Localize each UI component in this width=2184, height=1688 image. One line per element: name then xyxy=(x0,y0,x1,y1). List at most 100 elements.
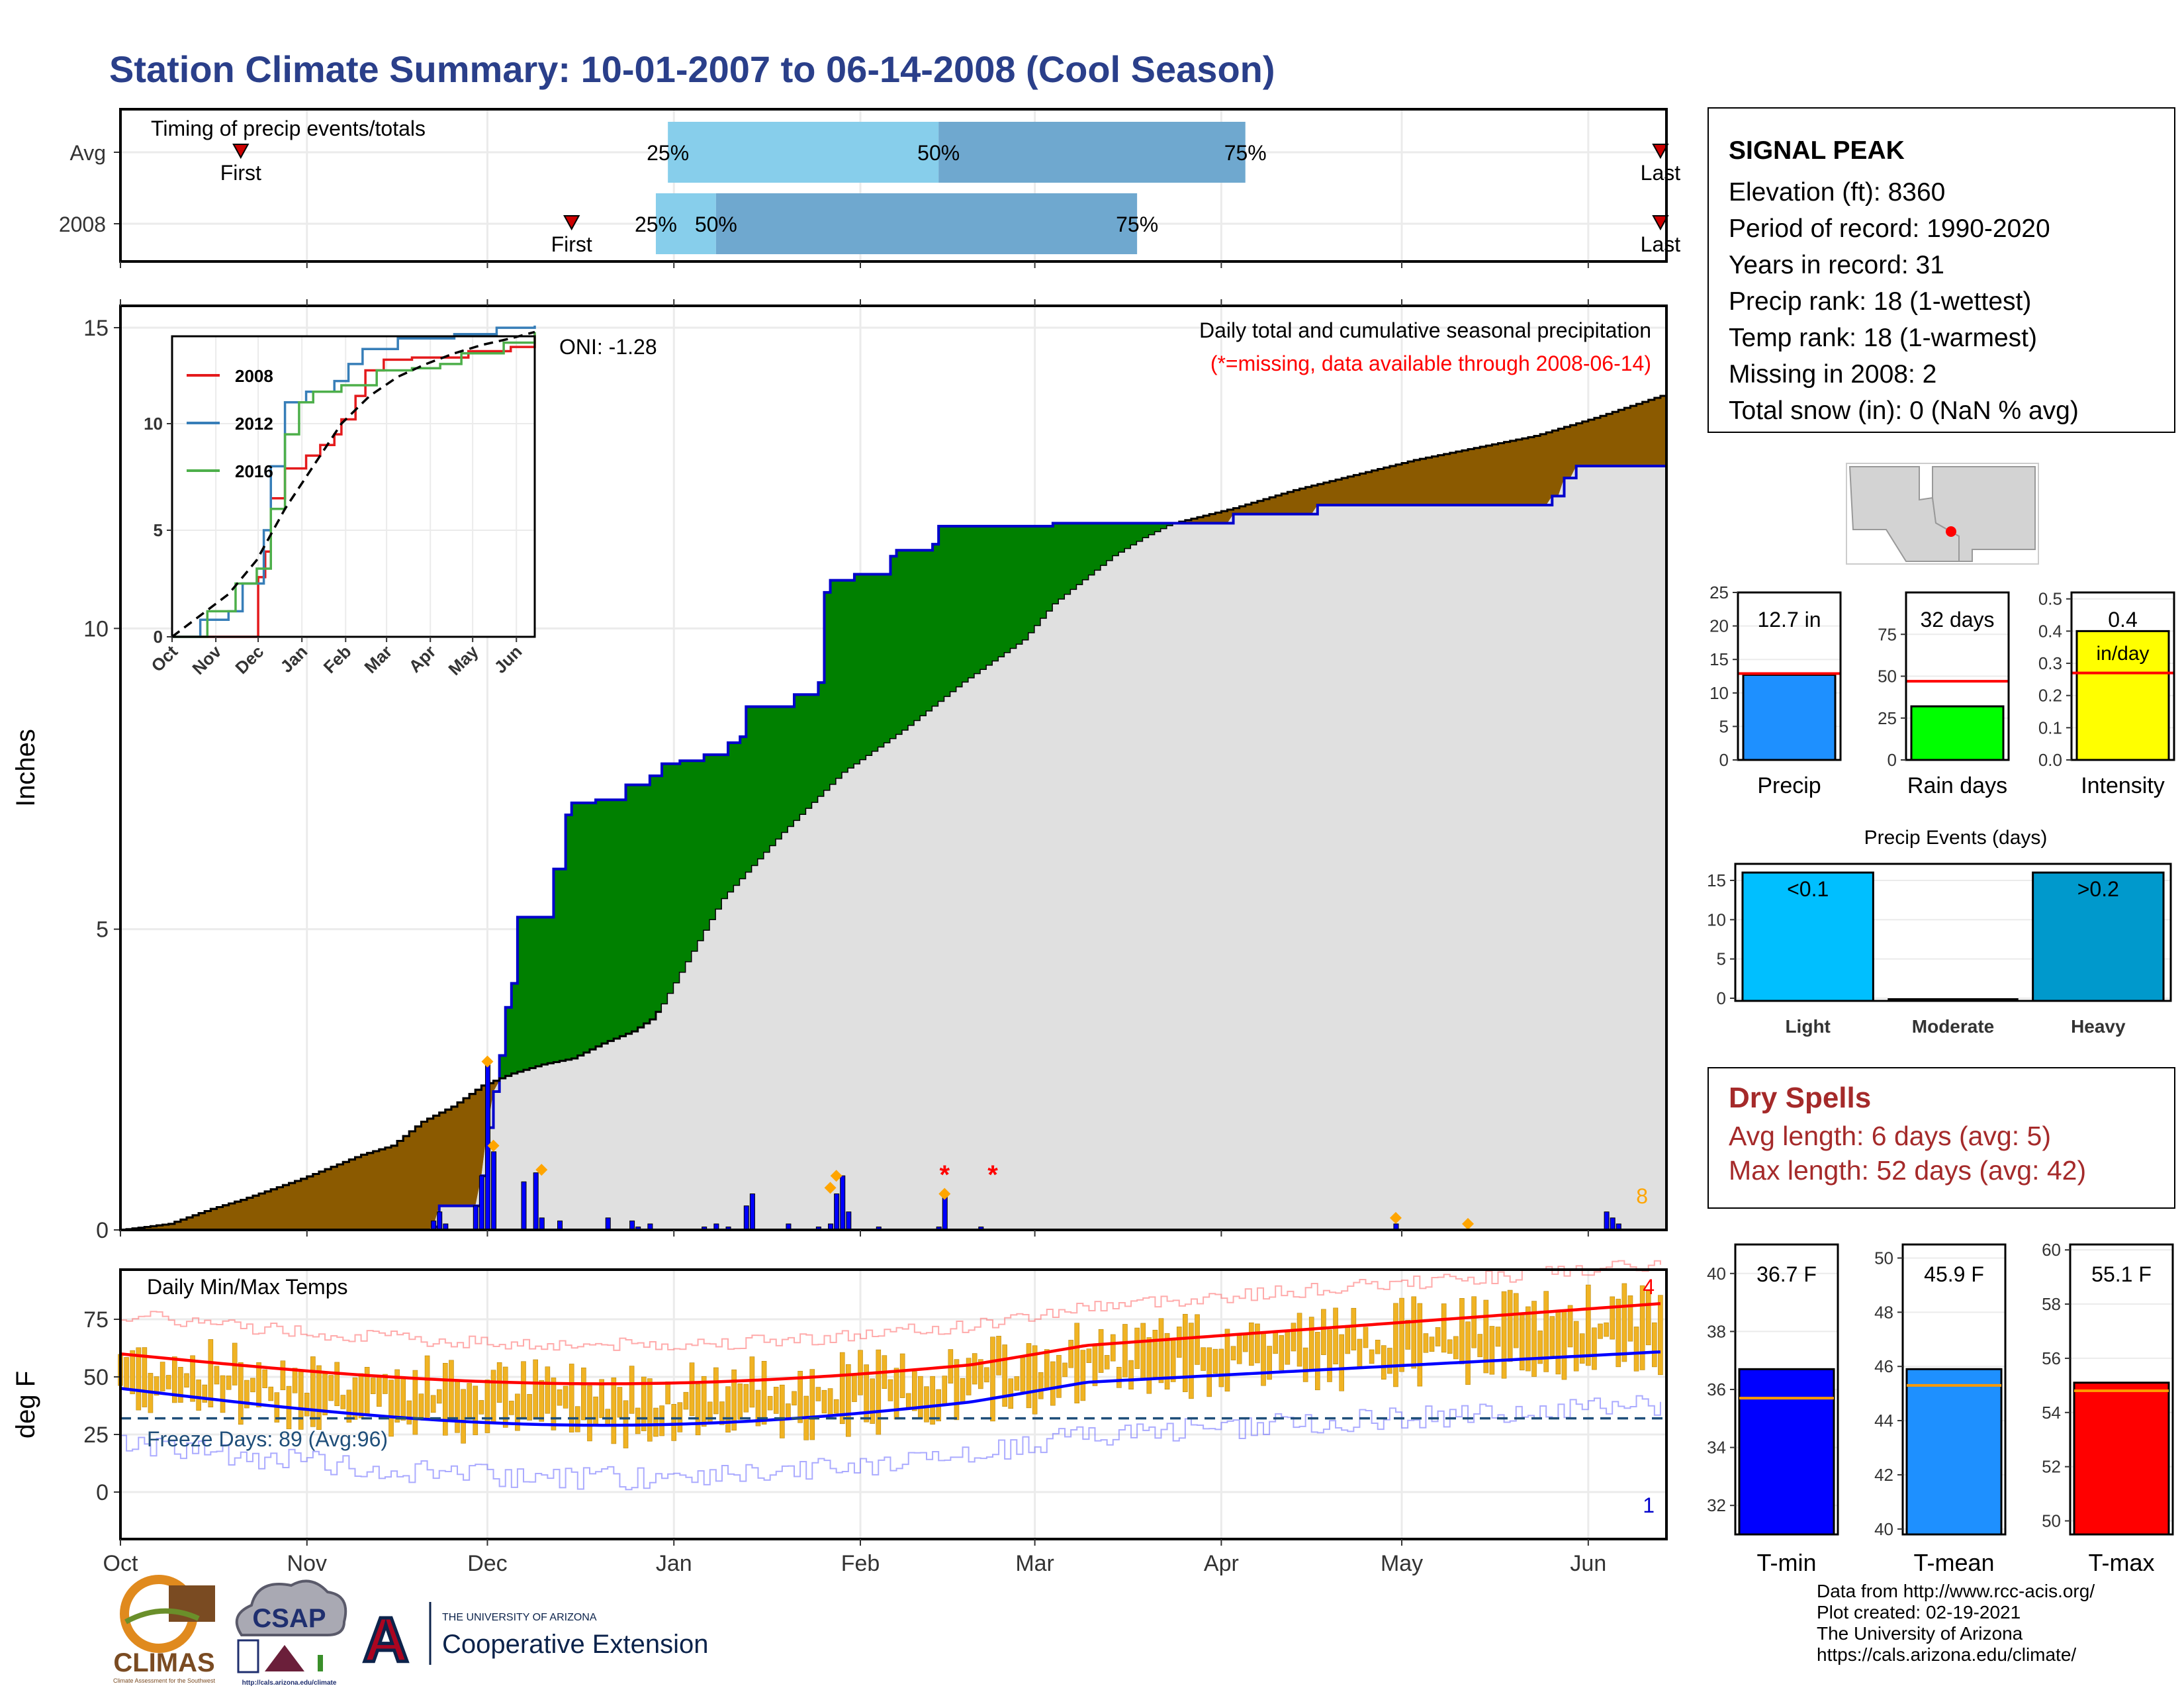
daily-temp-bar xyxy=(852,1374,857,1402)
daily-temp-bar xyxy=(960,1378,966,1404)
daily-temp-bar xyxy=(545,1366,551,1414)
daily-temp-bar xyxy=(1411,1296,1417,1369)
event-diamond xyxy=(824,1182,837,1194)
daily-temp-bar xyxy=(641,1376,647,1431)
temp-summary-ytick-label: 56 xyxy=(2042,1348,2061,1368)
daily-temp-bar xyxy=(304,1393,310,1417)
summary-xlabel: Precip xyxy=(1757,773,1821,798)
daily-temp-bar xyxy=(1279,1335,1285,1370)
temp-summary-ytick-label: 50 xyxy=(2042,1511,2061,1531)
daily-temp-bar xyxy=(1224,1329,1230,1392)
daily-temp-bar xyxy=(1525,1306,1531,1372)
daily-temp-bar xyxy=(502,1366,508,1428)
temp-summary-value: 36.7 F xyxy=(1756,1262,1817,1286)
daily-precip-bar xyxy=(491,1151,497,1231)
inset-series-2016 xyxy=(172,332,536,638)
daily-temp-bar xyxy=(737,1383,743,1420)
daily-temp-bar xyxy=(1658,1295,1663,1376)
daily-temp-bar xyxy=(1453,1336,1459,1360)
inset-ytick-label: 10 xyxy=(144,414,163,434)
temp-summary-t-max: 55.1 F 50 52 54 56 58 60 T-max xyxy=(2042,1240,2174,1576)
info-line: Years in record: 31 xyxy=(1729,251,1944,279)
event-diamond xyxy=(1462,1217,1475,1230)
inset-ytick-label: 5 xyxy=(154,520,163,540)
summary-ytick-label: 0.2 xyxy=(2038,686,2062,706)
daily-temp-bar xyxy=(455,1381,460,1433)
record-max-line xyxy=(120,1260,1661,1351)
daily-temp-bar xyxy=(436,1389,442,1404)
summary-ytick-label: 0.3 xyxy=(2038,653,2062,673)
daily-temp-bar xyxy=(905,1393,911,1408)
map-state-new-mexico xyxy=(1932,466,2036,562)
daily-temp-bar xyxy=(1315,1332,1320,1391)
daily-precip-bar xyxy=(840,1175,846,1231)
precip-missing-note: (*=missing, data available through 2008-… xyxy=(1210,352,1651,375)
daily-temp-bar xyxy=(924,1386,929,1423)
summary-ytick-label: 50 xyxy=(1878,667,1897,686)
event-diamond xyxy=(830,1170,842,1182)
daily-temp-bar xyxy=(821,1389,827,1414)
daily-temp-bar xyxy=(1561,1311,1567,1380)
daily-temp-bar xyxy=(539,1380,545,1422)
daily-precip-bar xyxy=(521,1181,527,1231)
daily-temp-bar xyxy=(1501,1291,1507,1379)
daily-temp-bar xyxy=(388,1380,394,1437)
temp-summary-frame xyxy=(2069,1243,2174,1536)
daily-temp-bar xyxy=(1170,1339,1176,1382)
temp-corner-top: 4 xyxy=(1643,1275,1655,1299)
daily-temp-bar xyxy=(1104,1355,1110,1370)
inset-series-2008 xyxy=(172,334,536,638)
timing-p50-label: 50% xyxy=(695,212,737,236)
temp-bg xyxy=(120,1270,1666,1539)
daily-temp-bar xyxy=(184,1373,189,1388)
daily-temp-bar xyxy=(262,1369,267,1388)
daily-temp-bar xyxy=(1489,1326,1495,1375)
events-frame xyxy=(1734,863,2172,1002)
daily-temp-bar xyxy=(1212,1348,1218,1374)
temp-ytick-label: 50 xyxy=(83,1365,109,1390)
summary-frame xyxy=(1737,591,1842,761)
daily-temp-bar xyxy=(467,1383,472,1420)
daily-temp-bar xyxy=(256,1362,261,1408)
daily-temp-bar xyxy=(780,1384,785,1438)
daily-temp-bar xyxy=(1520,1313,1525,1371)
daily-precip-bar xyxy=(1604,1211,1610,1231)
daily-temp-bar xyxy=(635,1407,641,1434)
daily-temp-bar xyxy=(611,1377,617,1444)
dry-spells-box: Dry Spells Avg length: 6 days (avg: 5) M… xyxy=(1707,1067,2175,1209)
daily-precip-bar xyxy=(749,1193,755,1231)
daily-temp-bar xyxy=(647,1378,653,1442)
inset-average-line xyxy=(171,330,535,638)
daily-temp-bar xyxy=(1543,1291,1549,1372)
timing-frame xyxy=(119,108,1668,263)
daily-temp-bar xyxy=(617,1387,623,1418)
daily-temp-bar xyxy=(1321,1309,1326,1355)
temp-summary-xlabel: T-mean xyxy=(1913,1549,1994,1576)
month-tick-label: Nov xyxy=(287,1551,327,1576)
daily-temp-bar xyxy=(1086,1348,1092,1363)
daily-temp-bar xyxy=(159,1362,165,1391)
page-title: Station Climate Summary: 10-01-2007 to 0… xyxy=(109,48,1275,90)
temp-ytick-label: 75 xyxy=(83,1307,109,1333)
month-tick-label: Dec xyxy=(467,1551,507,1576)
daily-temp-bar xyxy=(136,1347,142,1411)
timing-row-label: 2008 xyxy=(59,212,106,236)
station-info-box: SIGNAL PEAK Elevation (ft): 8360 Period … xyxy=(1707,107,2175,433)
daily-temp-bar xyxy=(839,1352,845,1425)
csap-cloud xyxy=(235,1579,347,1636)
summary-value: 32 days xyxy=(1920,608,1994,632)
summary-ytick-label: 0 xyxy=(1719,750,1729,770)
summary-ytick-label: 20 xyxy=(1709,616,1729,636)
month-tick-label: Jan xyxy=(656,1551,692,1576)
daily-temp-bar xyxy=(1598,1323,1603,1339)
events-title: Precip Events (days) xyxy=(1864,827,2048,849)
daily-temp-bar xyxy=(238,1362,244,1425)
daily-temp-bar xyxy=(226,1376,232,1390)
summary-bar xyxy=(1742,673,1837,761)
daily-temp-bar xyxy=(1128,1360,1134,1389)
oni-label: ONI: -1.28 xyxy=(559,335,657,359)
timing-first-marker xyxy=(232,144,250,160)
events-xlabel: Heavy xyxy=(2071,1016,2126,1037)
daily-temp-bar xyxy=(1405,1319,1410,1350)
